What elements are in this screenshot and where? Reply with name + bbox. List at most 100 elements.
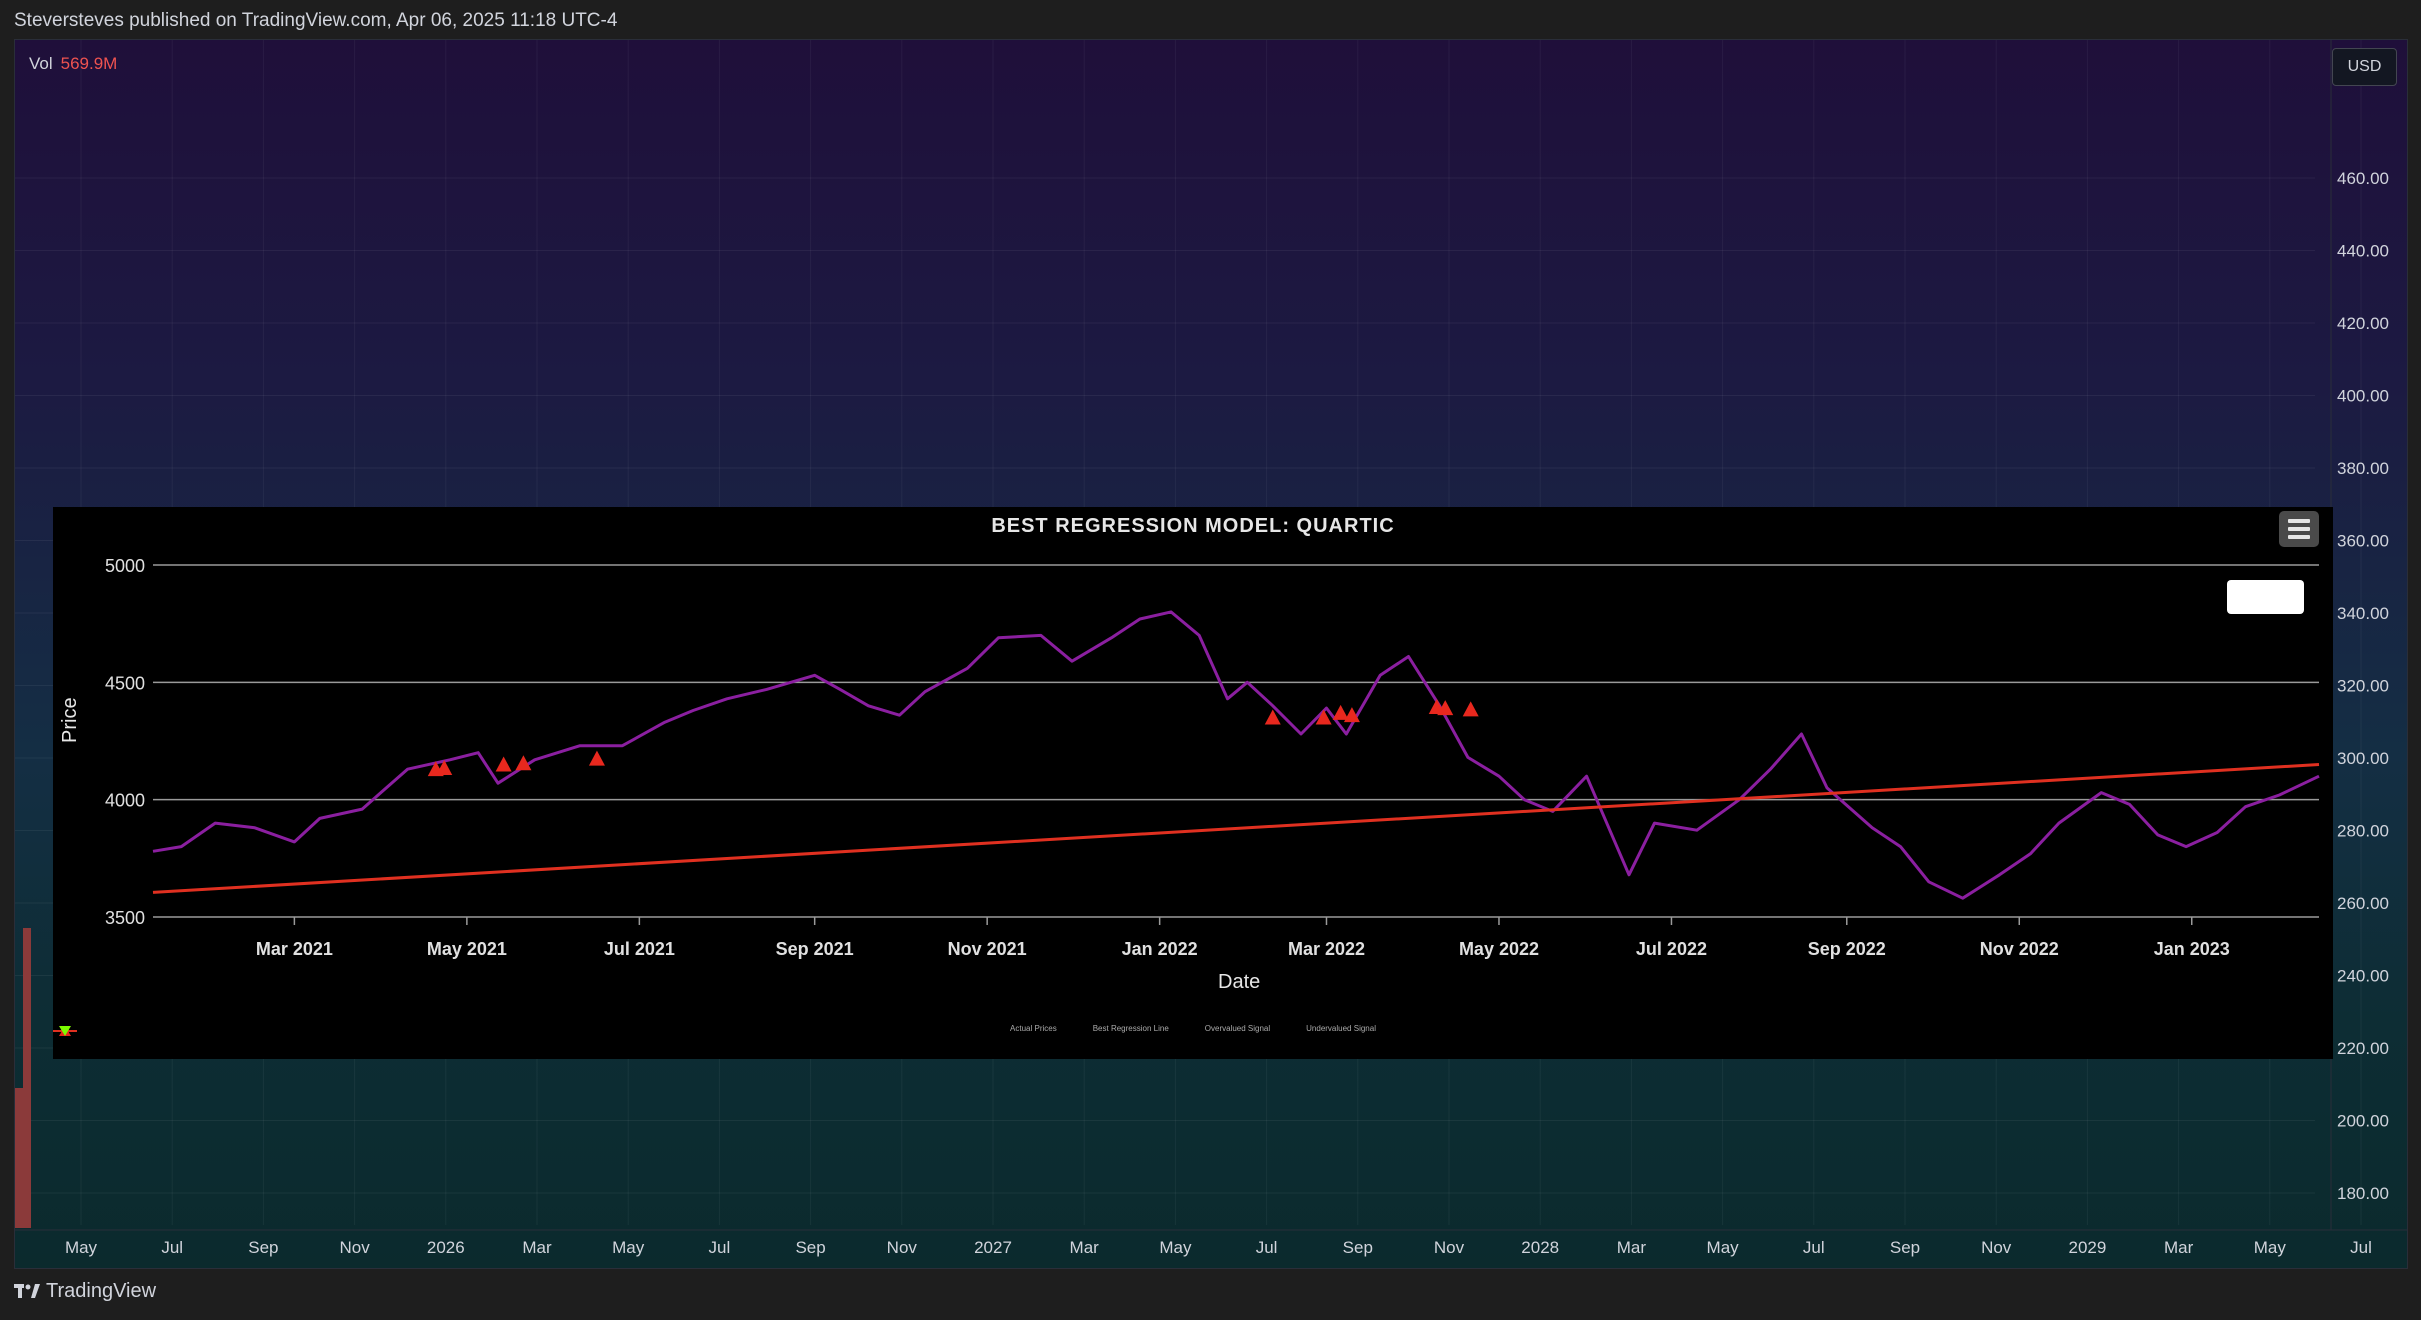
price-axis-label: 420.00 (2337, 314, 2389, 333)
legend-label: Undervalued Signal (1306, 1024, 1376, 1033)
legend-item[interactable]: Best Regression Line (53, 1024, 1169, 1036)
signal-marker (515, 755, 532, 771)
time-axis-label: Sep (248, 1238, 278, 1257)
time-axis-label: 2027 (974, 1238, 1012, 1257)
signal-marker (436, 759, 453, 775)
time-axis-label: Mar (1070, 1238, 1100, 1257)
signal-marker (1437, 700, 1454, 716)
price-axis-label: 180.00 (2337, 1184, 2389, 1203)
regression-line (152, 763, 2320, 894)
time-axis-label: Jul (1256, 1238, 1278, 1257)
chart-title: BEST REGRESSION MODEL: QUARTIC (991, 515, 1395, 537)
reset-zoom-button[interactable] (2227, 580, 2304, 614)
time-axis-label: 2029 (2068, 1238, 2106, 1257)
legend-symbol-icon (59, 1026, 71, 1036)
x-tick-label: Mar 2021 (256, 939, 333, 959)
time-axis-label: 2028 (1521, 1238, 1559, 1257)
legend-label: Best Regression Line (1092, 1024, 1169, 1033)
y-tick-label: 4500 (105, 673, 145, 693)
time-axis-label: 2026 (427, 1238, 465, 1257)
x-tick-label: May 2022 (1459, 939, 1539, 959)
time-axis-label: Nov (1981, 1238, 2012, 1257)
time-axis-label: Jul (709, 1238, 731, 1257)
price-axis-label: 320.00 (2337, 677, 2389, 696)
volume-bar (15, 1088, 23, 1228)
time-axis-label: Mar (2164, 1238, 2194, 1257)
signal-marker (1343, 707, 1360, 723)
price-axis-label: 300.00 (2337, 749, 2389, 768)
price-axis-label: 460.00 (2337, 169, 2389, 188)
price-axis-label: 220.00 (2337, 1039, 2389, 1058)
volume-legend: Vol 569.9M (29, 54, 117, 74)
time-axis-label: Jul (161, 1238, 183, 1257)
time-axis-label: Mar (1617, 1238, 1647, 1257)
actual-price-line (152, 610, 2320, 900)
y-tick-label: 4000 (105, 791, 145, 811)
x-tick-label: Jan 2023 (2154, 939, 2230, 959)
price-axis-label: 280.00 (2337, 822, 2389, 841)
y-axis-title: Price (59, 697, 81, 743)
menu-icon-bar-middle (2288, 527, 2310, 531)
tradingview-logo-icon (14, 1283, 40, 1298)
signal-marker (588, 750, 605, 766)
footer-brand-text: TradingView (46, 1280, 157, 1302)
price-axis-label: 340.00 (2337, 604, 2389, 623)
signal-marker (1315, 709, 1332, 725)
footer-brand[interactable]: TradingView (14, 1280, 156, 1303)
time-axis-label: Sep (1343, 1238, 1373, 1257)
price-axis-label: 200.00 (2337, 1112, 2389, 1131)
y-tick-label: 3500 (105, 908, 145, 928)
volume-bar (23, 928, 31, 1228)
regression-plot: 5000 4500 4000 3500 Mar 2021 May 2021 Jul 2021… (105, 556, 2320, 959)
time-axis-label: Sep (795, 1238, 825, 1257)
time-axis-label: May (1159, 1238, 1192, 1257)
x-tick-label: Sep 2022 (1808, 939, 1886, 959)
time-axis-label: May (2254, 1238, 2287, 1257)
time-axis-label: Nov (339, 1238, 370, 1257)
menu-icon-bar-bottom (2288, 535, 2310, 539)
x-tick-label: Jul 2022 (1636, 939, 1707, 959)
x-tick-label: May 2021 (427, 939, 507, 959)
legend-item[interactable]: Undervalued Signal (59, 1024, 1376, 1036)
volume-label: Vol (29, 54, 53, 73)
price-axis-label: 360.00 (2337, 532, 2389, 551)
legend-item[interactable]: Overvalued Signal (59, 1024, 1271, 1036)
legend-label: Actual Prices (1010, 1024, 1057, 1033)
time-axis-label: Sep (1890, 1238, 1920, 1257)
time-axis-label: Jul (1803, 1238, 1825, 1257)
legend-triangle-down-icon (59, 1026, 71, 1036)
time-axis-label: May (1707, 1238, 1740, 1257)
signal-marker (1462, 701, 1479, 717)
regression-chart-image: 5000 4500 4000 3500 Mar 2021 May 2021 Jul 2021… (53, 507, 2333, 1059)
x-tick-label: Sep 2021 (776, 939, 854, 959)
legend-label: Overvalued Signal (1204, 1024, 1271, 1033)
chart-legend: Actual Prices Best Regression Line Overval… (53, 1024, 2333, 1036)
x-tick-label: Nov 2022 (1980, 939, 2059, 959)
publish-info: Steversteves published on TradingView.co… (14, 10, 618, 31)
x-tick-label: Nov 2021 (948, 939, 1027, 959)
price-axis-label: 240.00 (2337, 967, 2389, 986)
signal-marker (495, 756, 512, 772)
currency-button[interactable]: USD (2332, 48, 2397, 86)
time-axis-label: Nov (1434, 1238, 1465, 1257)
x-axis-title: Date (1218, 971, 1261, 993)
signal-marker (1264, 709, 1281, 725)
x-tick-label: Jan 2022 (1122, 939, 1198, 959)
volume-value: 569.9M (60, 54, 118, 73)
price-axis-label: 260.00 (2337, 894, 2389, 913)
signal-marker (1332, 704, 1349, 720)
x-tick-label: Mar 2022 (1288, 939, 1365, 959)
time-axis-label: May (65, 1238, 98, 1257)
y-tick-label: 5000 (105, 556, 145, 576)
menu-icon-bar-top (2288, 519, 2310, 523)
price-axis-label: 400.00 (2337, 387, 2389, 406)
price-axis-label: 380.00 (2337, 459, 2389, 478)
chart-menu-button[interactable] (2279, 511, 2319, 547)
x-tick-label: Jul 2021 (604, 939, 675, 959)
time-axis-label: Jul (2350, 1238, 2372, 1257)
legend-item[interactable]: Actual Prices (53, 1024, 1057, 1036)
time-axis-label: Nov (887, 1238, 918, 1257)
time-axis-label: Mar (522, 1238, 552, 1257)
tradingview-chart-panel[interactable]: 460.00 440.00 420.00 400.00 380.00 360.00 340.… (14, 39, 2408, 1269)
time-axis-label: May (612, 1238, 645, 1257)
